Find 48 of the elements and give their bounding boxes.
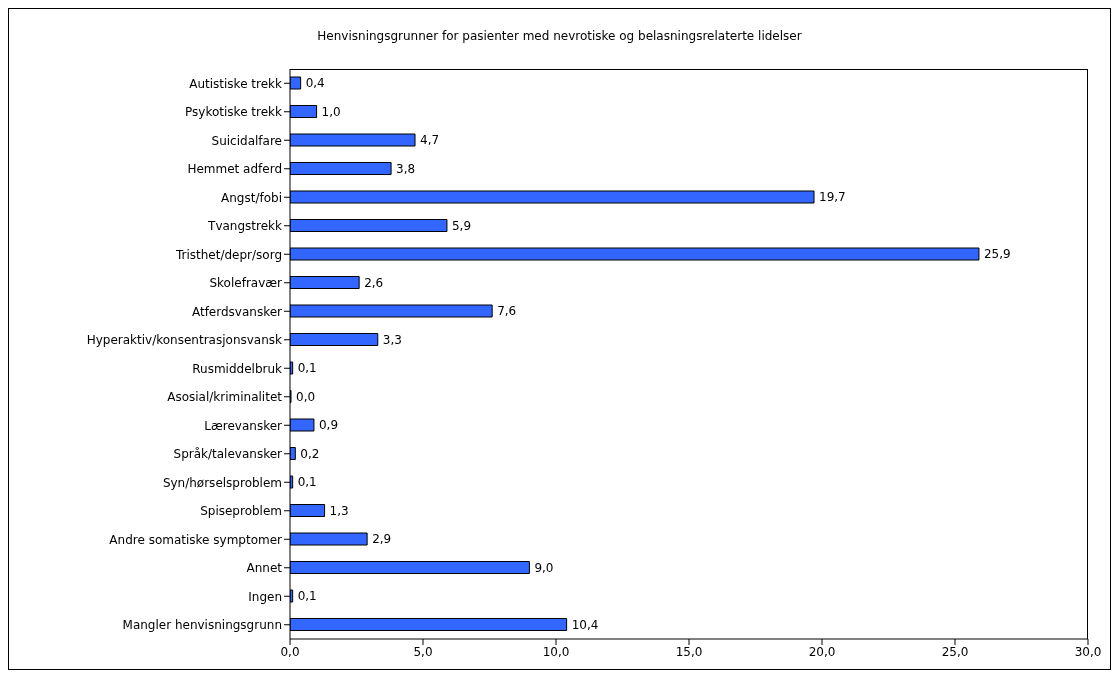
data-label: 0,1 bbox=[297, 589, 317, 604]
y-tick-label: Hemmet adferd bbox=[187, 162, 282, 177]
y-tick-label: Psykotiske trekk bbox=[185, 105, 283, 120]
data-label: 4,7 bbox=[420, 133, 440, 148]
data-label: 19,7 bbox=[819, 190, 846, 205]
x-tick-label: 5,0 bbox=[413, 644, 433, 659]
data-label: 0,1 bbox=[297, 475, 317, 490]
x-tick-label: 10,0 bbox=[542, 644, 570, 659]
data-label: 0,1 bbox=[297, 361, 317, 376]
y-tick-label: Annet bbox=[246, 561, 283, 576]
y-tick-label: Suicidalfare bbox=[211, 133, 282, 148]
data-label: 25,9 bbox=[983, 247, 1011, 262]
chart-title: Henvisningsgrunner for pasienter med nevrotiske og belasningsrelaterte lidelser bbox=[316, 29, 803, 43]
y-tick-label: Asosial/kriminalitet bbox=[167, 390, 283, 405]
y-tick-label: Lærevansker bbox=[204, 418, 283, 433]
x-tick-label: 30,0 bbox=[1074, 644, 1102, 659]
data-label: 1,3 bbox=[329, 503, 349, 518]
y-tick-label: Tvangstrekk bbox=[207, 219, 283, 234]
data-label: 2,6 bbox=[364, 275, 384, 290]
data-label: 0,9 bbox=[318, 418, 339, 433]
x-tick-label: 25,0 bbox=[941, 644, 969, 659]
x-tick-label: 0,0 bbox=[280, 644, 300, 659]
data-label: 0,0 bbox=[296, 389, 316, 404]
y-tick-label: Skolefravær bbox=[209, 276, 283, 291]
x-tick-label: 20,0 bbox=[808, 644, 836, 659]
data-label: 0,2 bbox=[300, 446, 320, 461]
x-tick-label: 15,0 bbox=[675, 644, 703, 659]
y-tick-label: Spiseproblem bbox=[200, 504, 282, 519]
data-label: 2,9 bbox=[372, 532, 392, 547]
y-tick-label: Andre somatiske symptomer bbox=[109, 532, 283, 547]
data-label: 1,0 bbox=[321, 104, 341, 119]
y-tick-label: Atferdsvansker bbox=[191, 304, 283, 319]
y-tick-label: Syn/hørselsproblem bbox=[162, 475, 282, 490]
y-tick-label: Autistiske trekk bbox=[189, 76, 283, 91]
y-tick-label: Mangler henvisningsgrunn bbox=[122, 618, 282, 633]
data-label: 0,4 bbox=[305, 76, 325, 91]
data-label: 5,9 bbox=[451, 218, 472, 233]
y-tick-label: Tristhet/depr/sorg bbox=[174, 247, 282, 262]
data-label: 10,4 bbox=[571, 617, 599, 632]
y-tick-label: Rusmiddelbruk bbox=[192, 361, 283, 376]
data-label: 9,0 bbox=[534, 560, 554, 575]
y-tick-label: Språk/talevansker bbox=[173, 447, 283, 462]
y-tick-label: Angst/fobi bbox=[221, 190, 282, 205]
data-label: 3,3 bbox=[382, 332, 402, 347]
y-tick-label: Ingen bbox=[248, 589, 282, 604]
y-tick-label: Hyperaktiv/konsentrasjonsvansk bbox=[86, 333, 283, 348]
data-label: 3,8 bbox=[396, 161, 416, 176]
data-label: 7,6 bbox=[497, 304, 517, 319]
